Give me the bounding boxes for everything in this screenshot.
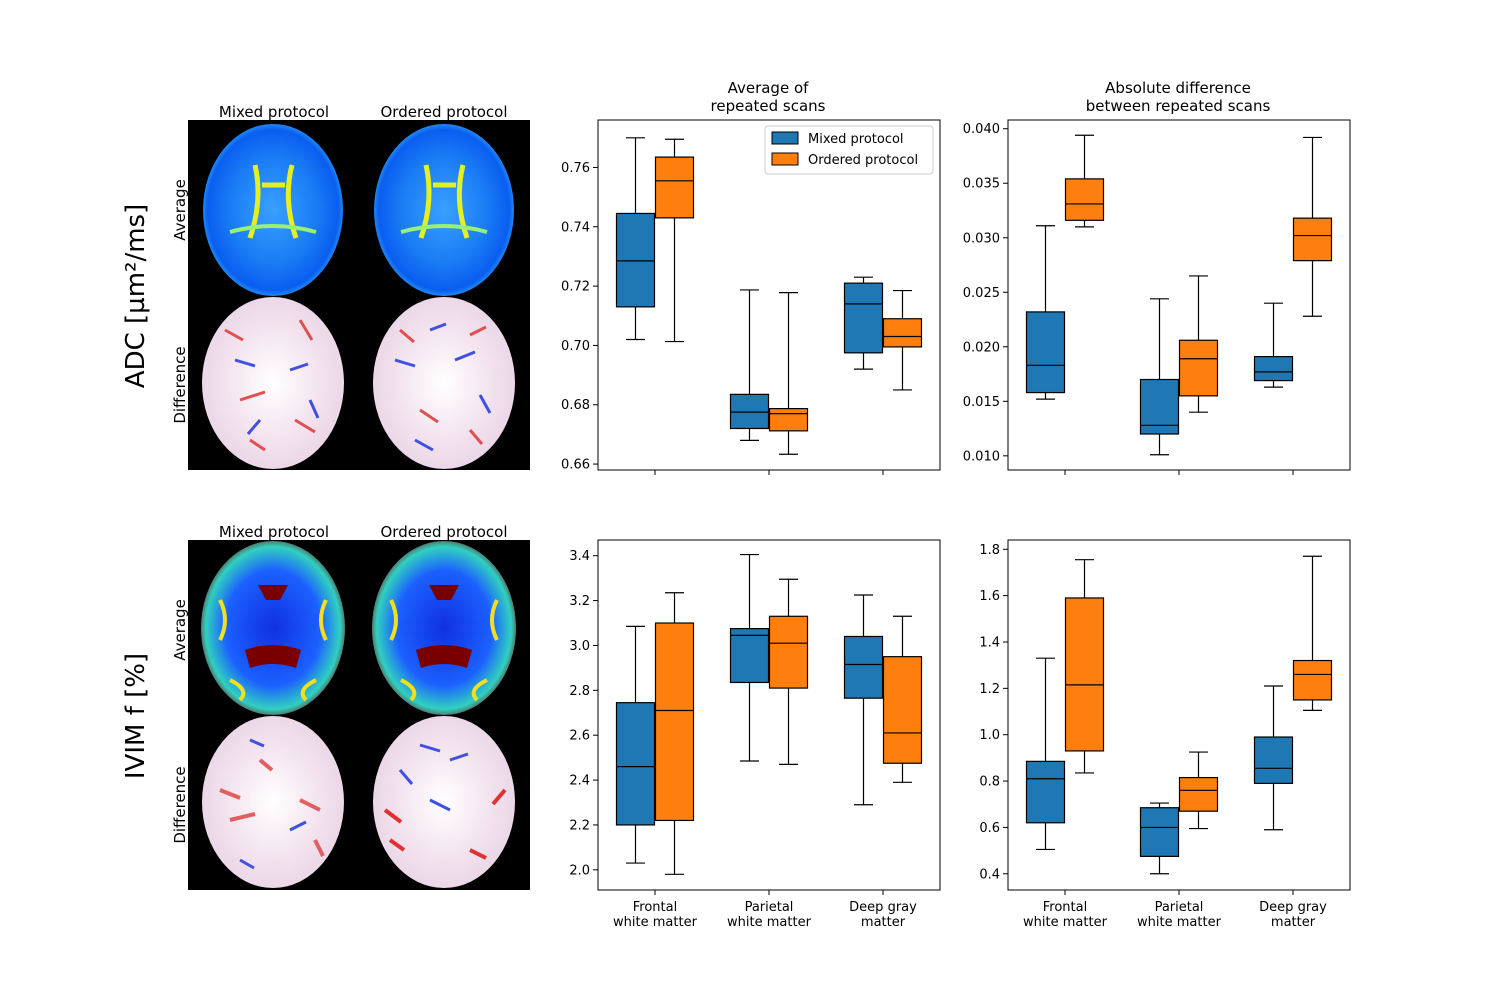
- y-tick-label: 0.025: [963, 286, 1000, 301]
- x-tick-label: matter: [861, 915, 906, 930]
- box-mixed: [615, 702, 656, 826]
- box-mixed: [1253, 356, 1294, 382]
- brain-adc-average-ordered: [374, 124, 514, 296]
- box-ordered: [654, 156, 695, 219]
- column-title-absdiff-line2: between repeated scans: [1086, 97, 1271, 115]
- map-row-label-difference: Difference: [171, 766, 189, 843]
- y-tick-label: 0.76: [561, 161, 590, 176]
- legend-label-ordered: Ordered protocol: [808, 153, 918, 168]
- y-tick-label: 0.68: [561, 398, 590, 413]
- y-tick-label: 1.6: [979, 589, 1000, 604]
- y-tick-label: 0.035: [963, 177, 1000, 192]
- legend-label-mixed: Mixed protocol: [808, 132, 904, 147]
- box-mixed: [615, 212, 656, 308]
- y-tick-label: 0.6: [979, 821, 1000, 836]
- map-row-label-average: Average: [171, 179, 189, 241]
- y-tick-label: 0.66: [561, 458, 590, 473]
- x-tick-label: matter: [1271, 915, 1316, 930]
- box-mixed: [1139, 807, 1180, 857]
- box-ordered: [882, 656, 923, 764]
- map-col-label-ordered: Ordered protocol: [380, 103, 507, 121]
- brain-ivim-average-ordered: [372, 541, 516, 715]
- brain-adc-difference-ordered: [373, 297, 515, 469]
- x-tick-label: white matter: [727, 915, 812, 930]
- y-tick-label: 2.4: [569, 774, 590, 789]
- y-tick-label: 0.74: [561, 220, 590, 235]
- boxplot-adc-absdiff: 0.010 0.015 0.020 0.025 0.030 0.035 0.040: [963, 119, 1351, 475]
- brain-map-panel-ivim: Mixed protocol Ordered protocol Average …: [171, 523, 530, 890]
- column-title-absdiff-line1: Absolute difference: [1105, 79, 1251, 97]
- y-tick-label: 0.70: [561, 339, 590, 354]
- box-ordered: [882, 318, 923, 348]
- box-mixed: [1025, 311, 1066, 394]
- y-tick-label: 0.4: [979, 867, 1000, 882]
- y-tick-label: 3.0: [569, 639, 590, 654]
- x-tick-label: white matter: [1137, 915, 1222, 930]
- y-tick-label: 3.2: [569, 594, 590, 609]
- map-row-label-average: Average: [171, 599, 189, 661]
- x-tick-label: Deep gray: [1259, 900, 1327, 915]
- map-col-label-ordered: Ordered protocol: [380, 523, 507, 541]
- row-label-ivim: IVIM f [%]: [121, 653, 151, 779]
- box-ordered: [1064, 178, 1105, 221]
- y-tick-label: 2.6: [569, 729, 590, 744]
- y-tick-label: 0.72: [561, 280, 590, 295]
- x-tick-label: Frontal: [633, 900, 677, 915]
- box-mixed: [843, 282, 884, 354]
- box-ordered: [768, 408, 809, 432]
- brain-map-panel-adc: Mixed protocol Ordered protocol Average …: [171, 103, 530, 470]
- x-tick-label: Frontal: [1043, 900, 1087, 915]
- box-mixed: [1025, 760, 1066, 824]
- legend-swatch-mixed: [771, 131, 799, 145]
- y-tick-label: 0.010: [963, 449, 1000, 464]
- box-ordered: [654, 622, 695, 822]
- map-col-label-mixed: Mixed protocol: [219, 103, 329, 121]
- y-tick-label: 2.2: [569, 818, 590, 833]
- box-mixed: [729, 393, 770, 430]
- box-mixed: [1253, 736, 1294, 784]
- column-title-average-line2: repeated scans: [711, 97, 826, 115]
- y-tick-label: 0.8: [979, 775, 1000, 790]
- y-tick-label: 0.040: [963, 122, 1000, 137]
- x-tick-label: Deep gray: [849, 900, 917, 915]
- y-tick-label: 0.030: [963, 231, 1000, 246]
- box-ordered: [768, 615, 809, 689]
- map-col-label-mixed: Mixed protocol: [219, 523, 329, 541]
- box-ordered: [1292, 217, 1333, 262]
- legend-frame: [764, 125, 934, 175]
- box-ordered: [1178, 339, 1219, 397]
- y-tick-label: 2.8: [569, 684, 590, 699]
- legend-swatch-ordered: [771, 152, 799, 166]
- boxplot-adc-average: 0.66 0.68 0.70 0.72 0.74 0.76: [561, 119, 941, 475]
- x-tick-label: Parietal: [745, 900, 794, 915]
- x-tick-label: white matter: [1023, 915, 1108, 930]
- x-tick-label: white matter: [613, 915, 698, 930]
- y-tick-label: 3.4: [569, 549, 590, 564]
- brain-ivim-average-mixed: [201, 541, 345, 715]
- box-mixed: [843, 635, 884, 699]
- y-tick-label: 0.015: [963, 395, 1000, 410]
- column-title-average-line1: Average of: [728, 79, 810, 97]
- y-tick-label: 2.0: [569, 863, 590, 878]
- box-mixed: [729, 628, 770, 684]
- box-ordered: [1178, 776, 1219, 812]
- row-label-adc: ADC [µm²/ms]: [121, 204, 151, 388]
- brain-adc-average-mixed: [203, 124, 343, 296]
- x-tick-label: Parietal: [1155, 900, 1204, 915]
- y-tick-label: 1.4: [979, 635, 1000, 650]
- y-tick-label: 1.8: [979, 543, 1000, 558]
- y-tick-label: 0.020: [963, 340, 1000, 355]
- brain-ivim-difference-mixed: [202, 716, 344, 888]
- brain-ivim-difference-ordered: [373, 716, 515, 888]
- box-ordered: [1292, 659, 1333, 701]
- legend: Mixed protocol Ordered protocol: [764, 125, 934, 175]
- brain-adc-difference-mixed: [202, 297, 344, 469]
- box-ordered: [1064, 597, 1105, 752]
- map-row-label-difference: Difference: [171, 346, 189, 423]
- y-tick-label: 1.0: [979, 728, 1000, 743]
- y-tick-label: 1.2: [979, 682, 1000, 697]
